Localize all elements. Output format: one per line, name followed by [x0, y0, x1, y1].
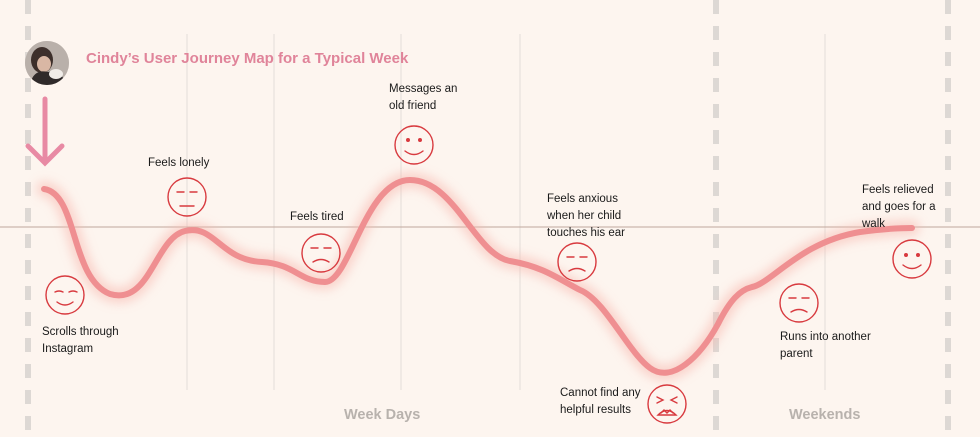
sad-face-icon: [301, 233, 341, 273]
moment-label: Messages an old friend: [389, 83, 458, 112]
happy-face-icon: [892, 239, 932, 279]
content-face-icon: [45, 275, 85, 315]
moment-label: Runs into another parent: [780, 331, 871, 360]
moment-label: Feels tired: [290, 211, 344, 223]
section-label-weekends: Weekends: [789, 407, 861, 423]
neutral-face-icon: [167, 177, 207, 217]
page-title: Cindy’s User Journey Map for a Typical W…: [86, 50, 409, 67]
avatar: [25, 41, 69, 85]
moment-label: Scrolls through Instagram: [42, 326, 119, 355]
moment-label: Cannot find any helpful results: [560, 387, 641, 416]
section-label-weekdays: Week Days: [344, 407, 421, 423]
journey-curve: [41, 176, 915, 376]
start-arrow: [25, 96, 65, 167]
moment-label: Feels lonely: [148, 157, 210, 169]
moment-label: Feels anxious when her child touches his…: [547, 193, 625, 239]
moment-label: Feels relieved and goes for a walk: [862, 184, 936, 230]
distressed-face-icon: [647, 384, 687, 424]
sad-face-icon: [557, 242, 597, 282]
day-dividers: [186, 34, 826, 390]
sad-face-icon: [779, 283, 819, 323]
happy-face-icon: [394, 125, 434, 165]
